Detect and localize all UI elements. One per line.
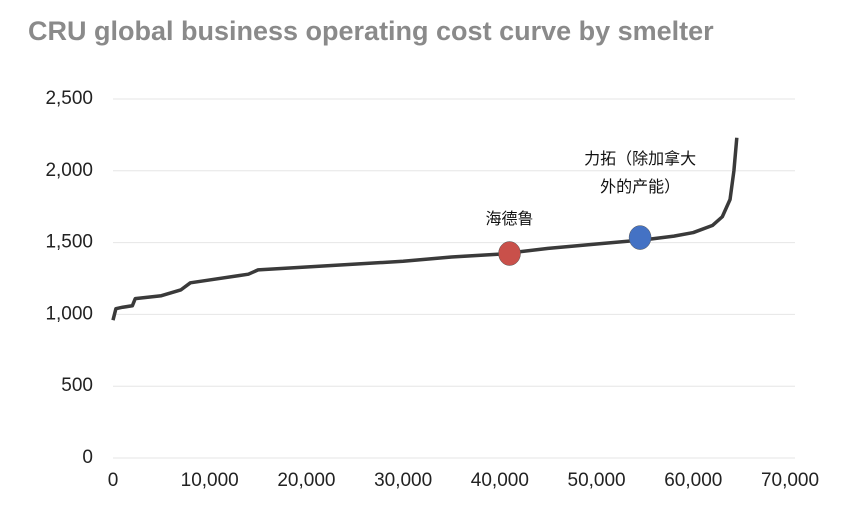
y-tick-label: 1,500 xyxy=(45,232,93,253)
x-tick-label: 0 xyxy=(108,470,119,491)
x-tick-label: 30,000 xyxy=(374,470,432,491)
y-tick-label: 2,500 xyxy=(45,88,93,109)
y-tick-label: 0 xyxy=(82,447,93,468)
x-tick-label: 60,000 xyxy=(664,470,722,491)
x-tick-label: 50,000 xyxy=(568,470,626,491)
y-tick-label: 1,000 xyxy=(45,303,93,324)
y-tick-label: 500 xyxy=(61,375,93,396)
chart-title: CRU global business operating cost curve… xyxy=(28,16,714,46)
annotation-point xyxy=(498,241,521,266)
annotation-point xyxy=(628,225,652,250)
line xyxy=(111,137,739,321)
x-tick-label: 10,000 xyxy=(181,470,239,491)
annotation-label: 海德鲁 xyxy=(486,209,534,228)
x-tick-label: 20,000 xyxy=(277,470,335,491)
annotation-label: 力拓（除加拿大 xyxy=(584,149,696,168)
x-tick-label: 70,000 xyxy=(761,470,819,491)
annotation-label: 外的产能） xyxy=(600,177,680,196)
x-tick-label: 40,000 xyxy=(471,470,529,491)
y-tick-label: 2,000 xyxy=(45,160,93,181)
